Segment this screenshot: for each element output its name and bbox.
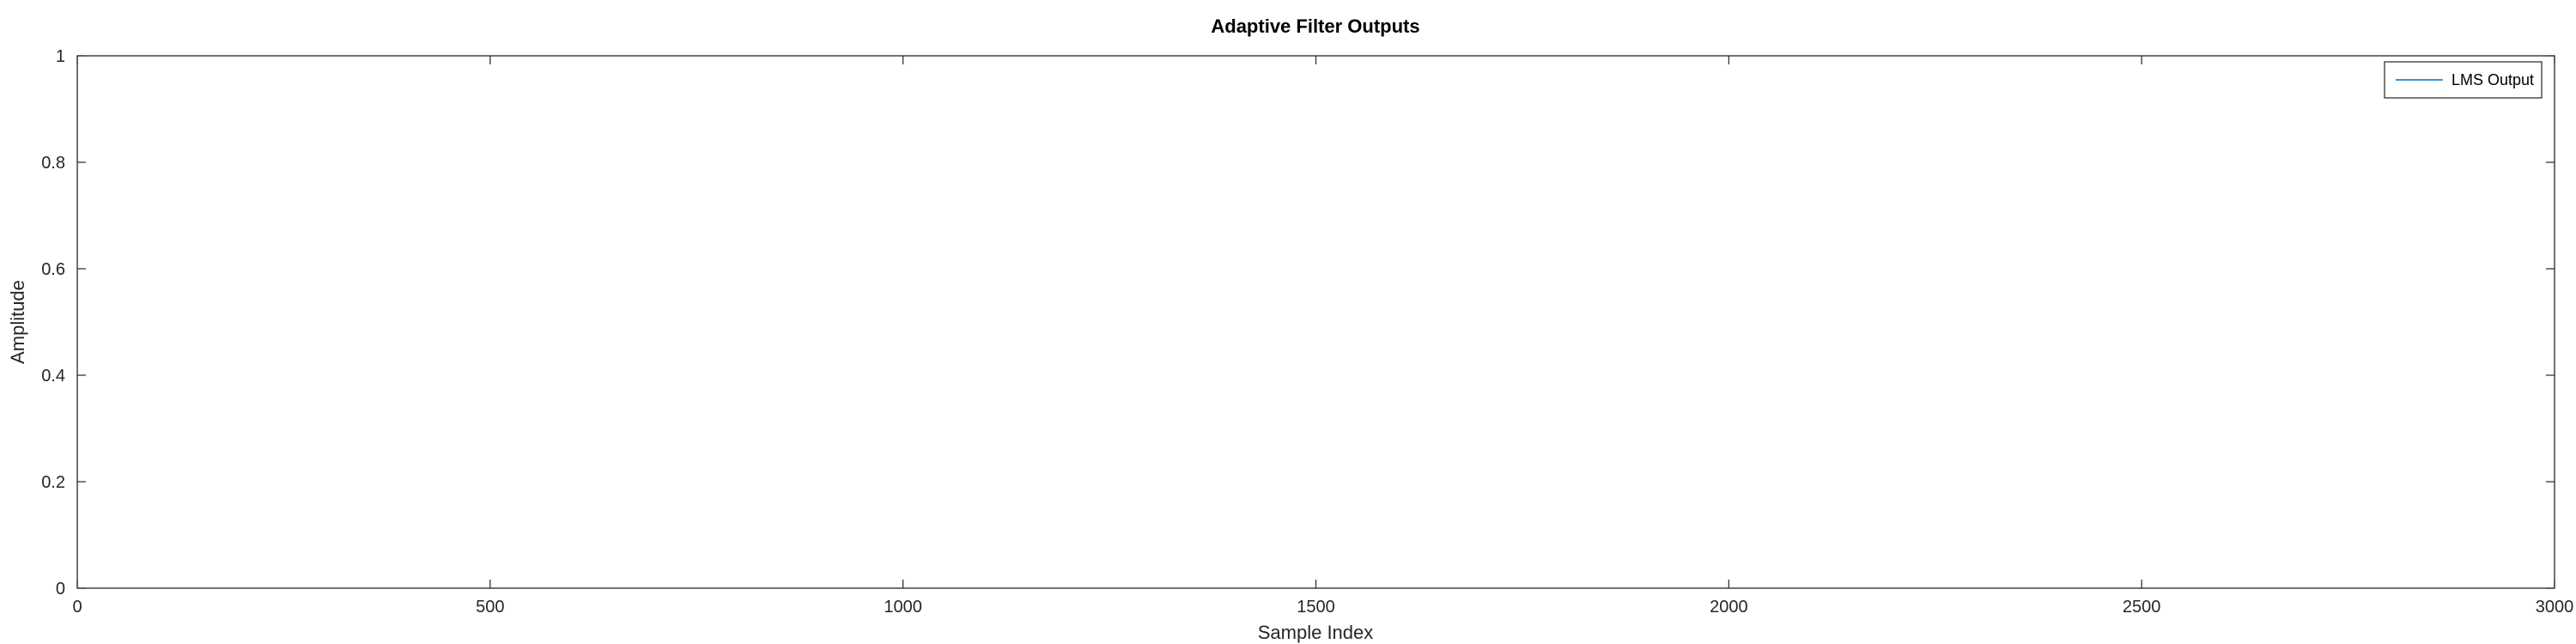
x-tick-label: 3000 [2536, 598, 2574, 617]
y-axis-label: Amplitude [7, 280, 28, 364]
legend-box [2384, 61, 2543, 99]
y-tick-label: 0.2 [41, 473, 65, 492]
axis-ticks: 0 500 1000 1500 2000 2500 3000 0 0.2 0.4 0.6 0.8 1 [41, 47, 2573, 617]
x-tick-label: 2500 [2123, 598, 2161, 617]
y-tick-label: 0 [56, 580, 65, 598]
x-tick-label: 1000 [884, 598, 922, 617]
x-tick-label: 0 [72, 598, 82, 617]
legend-label-lms-output: LMS Output [2451, 71, 2534, 88]
y-tick-label: 1 [56, 47, 65, 66]
x-tick-label: 2000 [1710, 598, 1748, 617]
chart-title: Adaptive Filter Outputs [1211, 15, 1419, 37]
x-tick-label: 1500 [1297, 598, 1335, 617]
y-tick-label: 0.6 [41, 260, 65, 279]
x-axis-label: Sample Index [1258, 622, 1374, 643]
x-tick-label: 500 [476, 598, 504, 617]
y-tick-label: 0.8 [41, 154, 65, 173]
plot-area [76, 55, 2555, 589]
y-tick-label: 0.4 [41, 367, 65, 386]
legend: LMS Output [2384, 61, 2543, 99]
